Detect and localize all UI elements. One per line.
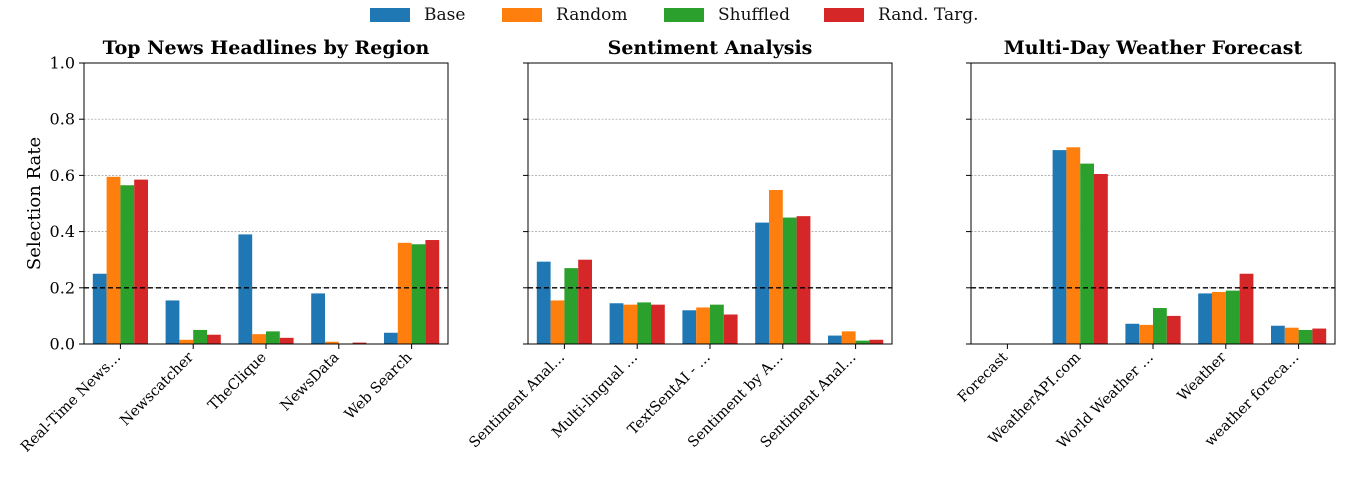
y-tick-label: 0.6 xyxy=(50,166,75,185)
x-tick-label: NewsData xyxy=(278,349,343,414)
bar-rand-targ-5 xyxy=(1312,328,1327,344)
y-tick-label: 0.8 xyxy=(50,110,75,129)
x-tick-label: Newscatcher xyxy=(117,349,197,429)
bar-random-2 xyxy=(1066,147,1081,344)
legend-label-base: Base xyxy=(424,5,466,25)
bar-random-2 xyxy=(179,339,194,344)
bar-random-5 xyxy=(397,242,412,344)
bar-base-3 xyxy=(1125,323,1140,344)
bar-shuffled-1 xyxy=(120,185,135,344)
legend-item-shuffled: Shuffled xyxy=(664,4,790,26)
legend-swatch-base xyxy=(370,8,410,22)
bar-base-1 xyxy=(536,261,551,344)
x-tick-label: Forecast xyxy=(955,349,1011,405)
bar-rand-targ-4 xyxy=(796,216,811,344)
bar-shuffled-1 xyxy=(564,268,579,344)
x-tick-label: Weather xyxy=(1175,349,1230,404)
bar-shuffled-2 xyxy=(637,302,651,344)
bar-rand-targ-2 xyxy=(651,304,665,344)
legend-item-base: Base xyxy=(370,4,465,26)
bar-base-5 xyxy=(1271,325,1285,344)
bar-shuffled-4 xyxy=(782,217,797,344)
chart-title: Sentiment Analysis xyxy=(608,37,813,59)
bar-random-1 xyxy=(550,300,565,344)
bar-rand-targ-4 xyxy=(1239,273,1254,344)
bar-shuffled-3 xyxy=(710,304,724,344)
bar-random-3 xyxy=(1139,324,1153,344)
bar-base-3 xyxy=(238,234,253,344)
axes-frame xyxy=(970,62,1336,345)
bar-base-2 xyxy=(1052,150,1067,344)
bar-rand-targ-3 xyxy=(279,337,294,344)
chart-panel-1: Top News Headlines by Region Real-Time Ne… xyxy=(18,37,449,456)
bar-rand-targ-5 xyxy=(869,339,884,344)
bar-random-3 xyxy=(252,334,266,344)
bar-shuffled-5 xyxy=(411,244,426,344)
bar-shuffled-3 xyxy=(1153,308,1167,344)
bar-base-1 xyxy=(92,273,107,344)
chart-title: Top News Headlines by Region xyxy=(103,37,430,59)
bar-base-2 xyxy=(165,300,180,344)
bar-base-3 xyxy=(682,310,697,344)
bar-random-5 xyxy=(1284,327,1299,344)
bar-base-4 xyxy=(311,293,325,344)
bar-base-2 xyxy=(609,303,624,344)
legend-swatch-shuffled xyxy=(664,8,704,22)
legend-label-random: Random xyxy=(556,5,628,25)
bar-shuffled-3 xyxy=(266,331,280,344)
chart-title: Multi-Day Weather Forecast xyxy=(1004,37,1303,59)
legend-label-rand-targ: Rand. Targ. xyxy=(878,5,979,25)
y-tick-label: 0.4 xyxy=(50,222,75,241)
x-tick-label: Real-Time News… xyxy=(18,350,124,456)
legend: Base Random Shuffled Rand. Targ. xyxy=(0,0,1350,30)
bar-random-5 xyxy=(841,331,856,344)
bar-rand-targ-2 xyxy=(1094,173,1108,344)
bar-shuffled-5 xyxy=(855,340,870,344)
legend-item-random: Random xyxy=(502,4,628,26)
chart-panel-3: Multi-Day Weather Forecast Forecast Weathe… xyxy=(955,37,1336,452)
bar-random-1 xyxy=(106,176,121,344)
bar-rand-targ-4 xyxy=(352,342,367,344)
y-tick-label: 0.2 xyxy=(50,278,75,297)
legend-swatch-rand-targ xyxy=(824,8,864,22)
bar-rand-targ-2 xyxy=(207,334,221,344)
bar-random-4 xyxy=(1212,292,1226,344)
legend-swatch-random xyxy=(502,8,542,22)
x-tick-label: Web Search xyxy=(342,350,415,423)
x-tick-label: Sentiment Anal… xyxy=(466,350,568,452)
bar-base-4 xyxy=(1198,293,1212,344)
bar-rand-targ-3 xyxy=(723,314,738,344)
bar-random-3 xyxy=(696,307,710,344)
bar-base-5 xyxy=(384,332,398,344)
bar-base-5 xyxy=(828,335,842,344)
bar-shuffled-5 xyxy=(1298,329,1313,344)
bar-shuffled-2 xyxy=(193,329,207,344)
y-tick-label: 1.0 xyxy=(50,54,75,73)
x-tick-label: TheClique xyxy=(205,350,269,414)
bar-base-4 xyxy=(755,222,769,344)
legend-item-rand-targ: Rand. Targ. xyxy=(824,4,979,26)
bar-random-4 xyxy=(325,341,339,344)
bar-rand-targ-1 xyxy=(134,179,148,344)
y-tick-label: 0.0 xyxy=(50,335,75,354)
legend-label-shuffled: Shuffled xyxy=(718,5,791,25)
bar-rand-targ-5 xyxy=(425,240,440,344)
bar-random-4 xyxy=(769,190,783,344)
bar-shuffled-4 xyxy=(1225,290,1240,344)
bar-rand-targ-1 xyxy=(578,259,592,344)
bar-shuffled-2 xyxy=(1080,163,1094,344)
y-axis-label: Selection Rate xyxy=(24,137,45,270)
bar-random-2 xyxy=(623,304,638,344)
bar-rand-targ-3 xyxy=(1166,315,1181,344)
